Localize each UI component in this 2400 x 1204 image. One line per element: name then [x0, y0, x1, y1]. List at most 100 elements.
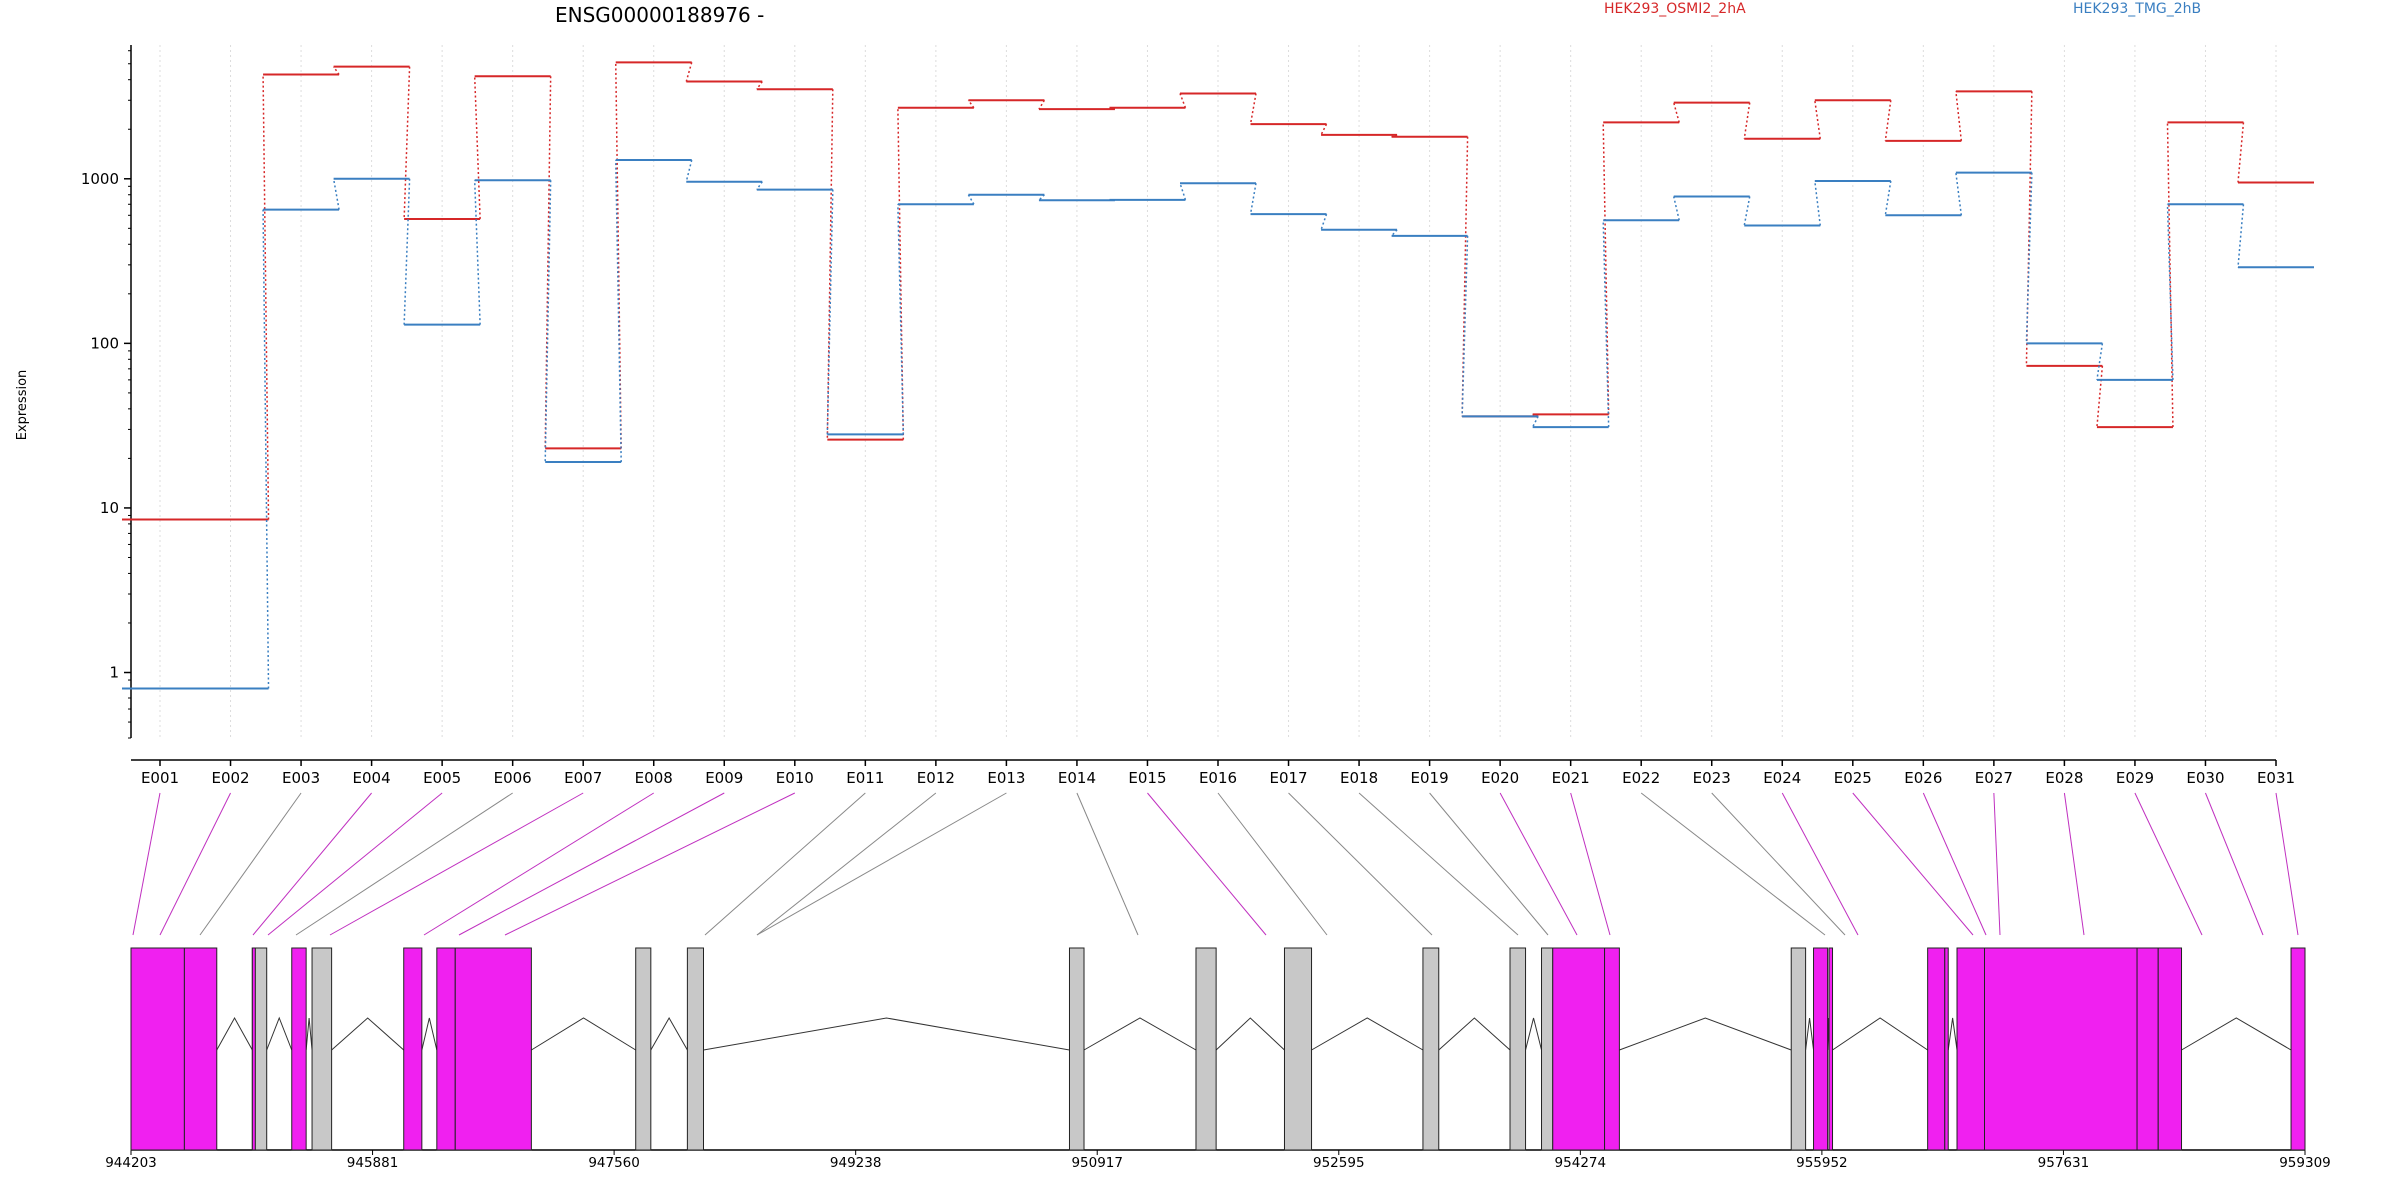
intron: [1312, 1018, 1423, 1050]
x-tick-label: E018: [1340, 769, 1378, 787]
x-tick-label: E028: [2045, 769, 2083, 787]
series-connector: [1321, 124, 1326, 135]
series-connector: [1956, 91, 1961, 141]
legend-entry-osmi2: HEK293_OSMI2_2hA: [1604, 1, 1746, 17]
intron: [2182, 1018, 2292, 1050]
x-tick-label: E020: [1481, 769, 1519, 787]
exon-connectors: [133, 793, 2298, 935]
series-connector: [1180, 183, 1185, 200]
y-tick-label: 100: [90, 334, 119, 352]
series-connector: [968, 195, 973, 205]
exon-connector: [2276, 793, 2298, 935]
chart-title: ENSG00000188976 -: [555, 3, 764, 27]
series-connector: [827, 190, 832, 435]
intron: [1439, 1018, 1510, 1050]
series-2: [122, 160, 2314, 688]
series-connector: [545, 180, 550, 462]
intron: [267, 1018, 292, 1050]
series-connector: [616, 62, 621, 448]
exon-connector: [268, 793, 442, 935]
x-tick-label: E014: [1058, 769, 1096, 787]
genomic-tick-label: 950917: [1071, 1155, 1123, 1171]
exon-block: [1945, 948, 1948, 1150]
exon-block: [1928, 948, 1945, 1150]
exon-block: [455, 948, 531, 1150]
x-tick-label: E029: [2116, 769, 2154, 787]
series-connector: [968, 100, 973, 108]
series-connector: [2238, 204, 2243, 267]
series-connector: [1744, 103, 1749, 139]
exon-connector: [757, 793, 1006, 935]
intron: [1084, 1018, 1196, 1050]
series-connector: [1744, 197, 1749, 226]
exon-block: [1829, 948, 1832, 1150]
exon-connector: [2135, 793, 2202, 935]
exon-block: [1196, 948, 1216, 1150]
x-tick-label: E025: [1834, 769, 1872, 787]
exon-block: [404, 948, 422, 1150]
genomic-tick-label: 944203: [105, 1155, 157, 1171]
series-connector: [686, 62, 691, 81]
x-tick-label: E031: [2257, 769, 2295, 787]
series-connector: [1674, 103, 1679, 123]
exon-connector: [1077, 793, 1138, 935]
intron: [306, 1018, 312, 1050]
exon-connector: [133, 793, 160, 935]
exon-connector: [1147, 793, 1266, 935]
exon-connector: [160, 793, 231, 935]
x-tick-label: E005: [423, 769, 461, 787]
y-tick-label: 1000: [81, 170, 119, 188]
genomic-tick-label: 945881: [347, 1155, 399, 1171]
intron: [531, 1018, 635, 1050]
x-tick-label: E006: [494, 769, 532, 787]
series-connector: [2238, 122, 2243, 182]
series-connector: [1815, 100, 1820, 139]
exon-block: [2137, 948, 2158, 1150]
series-connector: [1815, 181, 1820, 226]
x-tick-label: E023: [1693, 769, 1731, 787]
exon-block: [687, 948, 703, 1150]
intron: [422, 1018, 437, 1050]
exon-block: [1984, 948, 2137, 1150]
intron: [1806, 1018, 1814, 1050]
x-tick-label: E011: [846, 769, 884, 787]
exon-connector: [296, 793, 513, 935]
exon-block: [252, 948, 255, 1150]
x-tick-label: E002: [211, 769, 249, 787]
genomic-tick-label: 954274: [1555, 1155, 1607, 1171]
grid: [160, 45, 2276, 738]
exon-block: [1069, 948, 1084, 1150]
x-tick-label: E024: [1763, 769, 1801, 787]
exon-connector: [1359, 793, 1518, 935]
exon-block: [1423, 948, 1439, 1150]
intron: [1619, 1018, 1791, 1050]
x-tick-label: E026: [1904, 769, 1942, 787]
series-connector: [1956, 173, 1961, 216]
x-tick-label: E010: [776, 769, 814, 787]
intron: [1833, 1018, 1928, 1050]
series-connector: [1251, 93, 1256, 124]
exon-connector: [1430, 793, 1548, 935]
series-connector: [1885, 181, 1890, 215]
series-connector: [1885, 100, 1890, 141]
exon-block: [1553, 948, 1605, 1150]
exon-block: [2291, 948, 2305, 1150]
series-connector: [2026, 91, 2031, 366]
exon-block: [1814, 948, 1828, 1150]
exon-block: [1957, 948, 1984, 1150]
exon-block: [1542, 948, 1553, 1150]
x-tick-label: E015: [1128, 769, 1166, 787]
x-tick-label: E019: [1411, 769, 1449, 787]
x-tick-label: E022: [1622, 769, 1660, 787]
intron: [703, 1018, 1069, 1050]
series-connector: [1039, 100, 1044, 109]
series-connector: [1251, 183, 1256, 214]
intron: [1526, 1018, 1542, 1050]
series-connector: [898, 204, 903, 434]
exon-connector: [2064, 793, 2084, 935]
series-connector: [1674, 197, 1679, 221]
